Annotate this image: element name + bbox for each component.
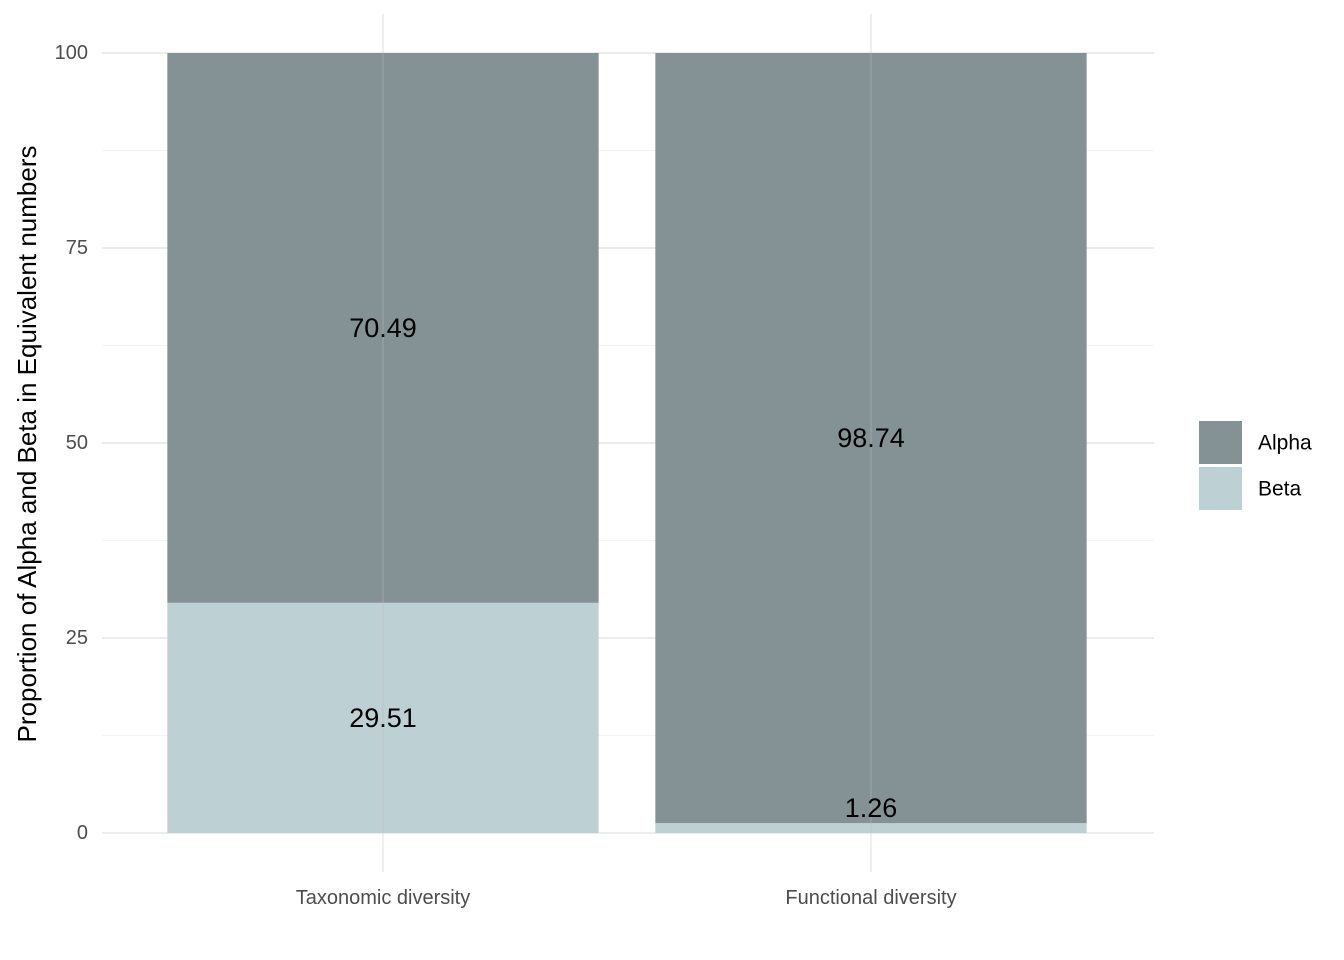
data-label-alpha-1: 70.49 [349,313,417,343]
y-tick-label: 75 [66,237,88,259]
legend-swatch-alpha [1199,421,1242,464]
bar-alpha-2 [655,53,1087,824]
y-tick-label: 25 [66,627,88,649]
legend-label-alpha: Alpha [1258,432,1312,455]
y-tick-label: 0 [77,822,88,844]
y-tick-label: 100 [55,42,88,64]
x-tick-label: Functional diversity [785,887,956,909]
x-axis-ticks: Taxonomic diversity Functional diversity [296,887,957,909]
y-tick-label: 50 [66,432,88,454]
legend: Alpha Beta [1199,421,1312,510]
y-axis-ticks: 0 25 50 75 100 [55,42,88,844]
data-label-alpha-2: 98.74 [837,423,905,453]
bars [167,53,1087,833]
bar-alpha-1 [167,53,599,603]
y-axis-title: Proportion of Alpha and Beta in Equivale… [12,146,42,743]
legend-label-beta: Beta [1258,478,1302,501]
vertical-grid-lines [382,14,872,872]
data-label-beta-1: 29.51 [349,703,417,733]
x-tick-label: Taxonomic diversity [296,887,471,909]
legend-swatch-beta [1199,467,1242,510]
bar-beta-2 [655,823,1087,833]
data-labels: 29.51 70.49 1.26 98.74 [349,313,905,823]
bar-beta-1 [167,602,599,833]
data-label-beta-2: 1.26 [845,793,898,823]
